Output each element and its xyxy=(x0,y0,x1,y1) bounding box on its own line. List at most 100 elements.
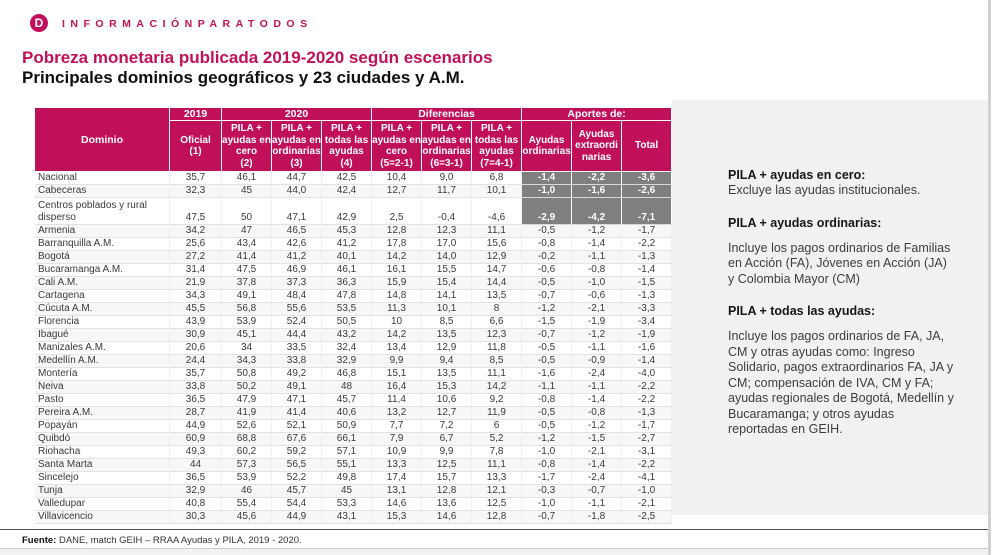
value-cell: 45,5 xyxy=(170,303,222,316)
value-cell: 15,6 xyxy=(472,238,523,251)
value-cell: 12,9 xyxy=(472,251,523,264)
domain-cell: Tunja xyxy=(35,485,170,498)
value-cell: 33,8 xyxy=(272,355,322,368)
value-cell: -1,2 xyxy=(522,433,573,446)
value-cell: 49,1 xyxy=(222,290,272,303)
value-cell: 30,3 xyxy=(170,511,222,524)
value-cell: -1,7 xyxy=(622,420,673,433)
value-cell: 11,1 xyxy=(472,225,523,238)
value-cell: 44,9 xyxy=(272,511,322,524)
value-cell: 12,8 xyxy=(422,485,473,498)
value-cell: 40,8 xyxy=(170,498,222,511)
value-cell: -1,5 xyxy=(622,277,673,290)
value-cell: -1,7 xyxy=(622,225,673,238)
value-cell: -1,4 xyxy=(572,394,623,407)
value-cell: -3,6 xyxy=(622,172,673,185)
domain-cell: Medellín A.M. xyxy=(35,355,170,368)
value-cell: 13,2 xyxy=(372,407,423,420)
value-cell: -2,1 xyxy=(572,446,623,459)
table-row: Cali A.M. 21,9 37,8 37,3 36,3 15,9 15,4 14,4 -0,… xyxy=(35,277,673,290)
value-cell: 49,1 xyxy=(272,381,322,394)
value-cell: 11,3 xyxy=(372,303,423,316)
value-cell: 14,2 xyxy=(372,329,423,342)
table-row: Cabeceras 32,3 45 44,0 42,4 12,7 11,7 10,1 -1,0-… xyxy=(35,185,673,198)
value-cell: 14,7 xyxy=(472,264,523,277)
value-cell: 46,1 xyxy=(222,172,272,185)
value-cell: -4,1 xyxy=(622,472,673,485)
value-cell: 48 xyxy=(322,381,373,394)
table-row: Manizales A.M. 20,6 34 33,5 32,4 13,4 12,9 11,8… xyxy=(35,342,673,355)
value-cell: 17,4 xyxy=(372,472,423,485)
page-title: Pobreza monetaria publicada 2019-2020 se… xyxy=(22,48,493,67)
table-row: Bogotá 27,2 41,4 41,2 40,1 14,2 14,0 12,9 -0,2 -1… xyxy=(35,251,673,264)
value-cell: -1,4 xyxy=(572,459,623,472)
brand-wordmark: INFORMACIÓNPARATODOS xyxy=(62,18,313,30)
table-row: Nacional 35,7 46,1 44,7 42,5 10,4 9,0 6,8 -1,4 -2… xyxy=(35,172,673,185)
value-cell: 9,2 xyxy=(472,394,523,407)
value-cell: -1,2 xyxy=(572,329,623,342)
value-cell: -1,7 xyxy=(522,472,573,485)
value-cell: 34,2 xyxy=(170,225,222,238)
value-cell: 11,1 xyxy=(472,459,523,472)
value-cell: -1,3 xyxy=(622,407,673,420)
value-cell: 46 xyxy=(222,485,272,498)
value-cell: 44,7 xyxy=(272,172,322,185)
value-cell: -1,0 xyxy=(522,446,573,459)
domain-cell: Nacional xyxy=(35,172,170,185)
column-header: Total xyxy=(622,121,673,172)
value-cell: -1,1 xyxy=(572,342,623,355)
value-cell: 59,2 xyxy=(272,446,322,459)
value-cell: -1,0 xyxy=(622,485,673,498)
value-cell: 60,2 xyxy=(222,446,272,459)
footer-divider xyxy=(0,529,990,530)
value-cell: 55,4 xyxy=(222,498,272,511)
value-cell: 5,2 xyxy=(472,433,523,446)
value-cell: 13,5 xyxy=(472,290,523,303)
value-cell: 14,6 xyxy=(422,511,473,524)
table-row: Quibdó 60,9 68,8 67,6 66,1 7,9 6,7 5,2 -1,2 -1,5-… xyxy=(35,433,673,446)
value-cell: 15,5 xyxy=(422,264,473,277)
value-cell: 8 xyxy=(472,303,523,316)
value-cell: 9,9 xyxy=(422,446,473,459)
value-cell: -1,0 xyxy=(522,185,573,198)
value-cell: -2,5 xyxy=(622,511,673,524)
value-cell: 15,3 xyxy=(372,511,423,524)
value-cell: 40,1 xyxy=(322,251,373,264)
value-cell: 44,4 xyxy=(272,329,322,342)
value-cell: 42,6 xyxy=(272,238,322,251)
value-cell: -0,2 xyxy=(522,251,573,264)
value-cell: 55,6 xyxy=(272,303,322,316)
value-cell: 50,2 xyxy=(222,381,272,394)
table-row: Tunja 32,9 46 45,7 45 13,1 12,8 12,1 -0,3 -0,7 -1,… xyxy=(35,485,673,498)
value-cell: -2,9 xyxy=(522,198,573,225)
value-cell: 36,3 xyxy=(322,277,373,290)
value-cell: 46,1 xyxy=(322,264,373,277)
domain-cell: Bogotá xyxy=(35,251,170,264)
value-cell: 17,0 xyxy=(422,238,473,251)
value-cell: 49,2 xyxy=(272,368,322,381)
value-cell: 41,2 xyxy=(322,238,373,251)
value-cell: -1,6 xyxy=(622,342,673,355)
value-cell: 7,7 xyxy=(372,420,423,433)
value-cell: -0,8 xyxy=(522,459,573,472)
value-cell: 50,9 xyxy=(322,420,373,433)
value-cell: -1,5 xyxy=(572,433,623,446)
value-cell: 27,2 xyxy=(170,251,222,264)
source-text: DANE, match GEIH – RRAA Ayudas y PILA, 2… xyxy=(56,535,302,546)
value-cell: 47,8 xyxy=(322,290,373,303)
column-header: PILA + ayudas en ordinarias (3) xyxy=(272,121,322,172)
value-cell: 42,4 xyxy=(322,185,373,198)
value-cell: -2,4 xyxy=(572,472,623,485)
value-cell: -3,3 xyxy=(622,303,673,316)
value-cell: -2,2 xyxy=(572,172,623,185)
value-cell: -1,5 xyxy=(522,316,573,329)
value-cell: 6,7 xyxy=(422,433,473,446)
value-cell: 9,0 xyxy=(422,172,473,185)
value-cell: 54,4 xyxy=(272,498,322,511)
value-cell: 60,9 xyxy=(170,433,222,446)
value-cell: 14,4 xyxy=(472,277,523,290)
domain-cell: Centros poblados y rural disperso xyxy=(35,198,170,225)
value-cell: -1,2 xyxy=(572,225,623,238)
value-cell: 45 xyxy=(322,485,373,498)
